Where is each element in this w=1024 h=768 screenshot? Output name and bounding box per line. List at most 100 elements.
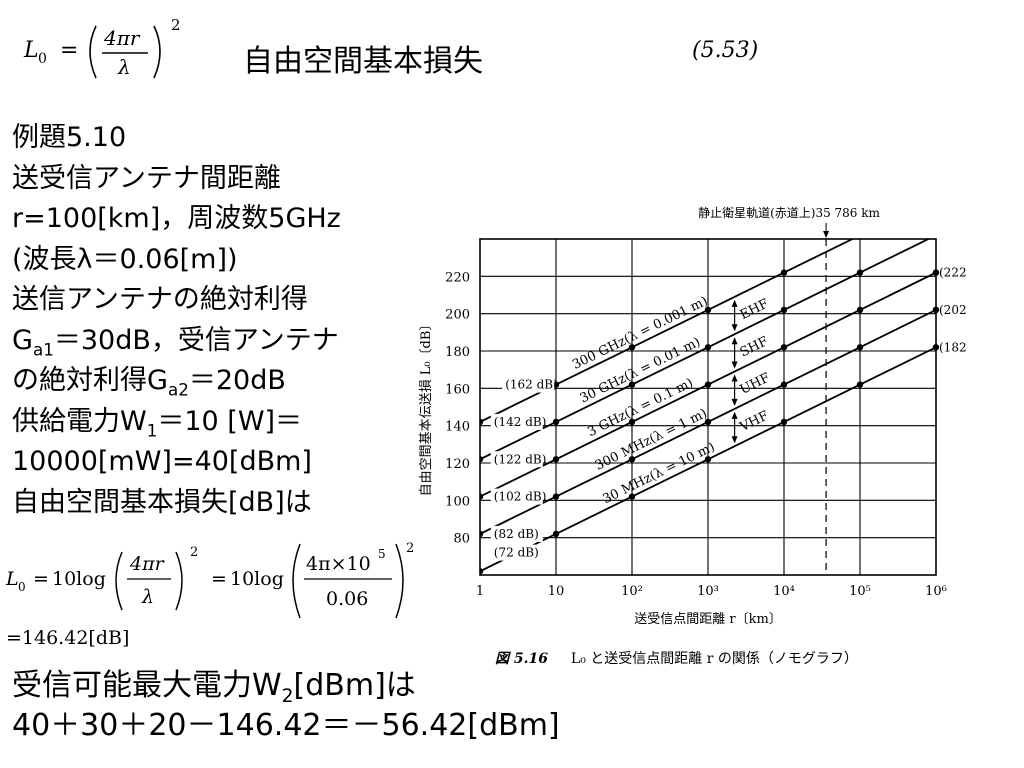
x-tick-label: 1 bbox=[476, 584, 484, 599]
band-arrowhead-up bbox=[731, 411, 738, 419]
loss-line: 自由空間基本損失[dB]は bbox=[12, 486, 312, 518]
y-tick-label: 100 bbox=[445, 494, 470, 509]
w2-symbol: 受信可能最大電力W bbox=[12, 668, 282, 703]
left-db-label: (142 dB) bbox=[494, 415, 547, 429]
y-tick-label: 80 bbox=[453, 532, 470, 547]
ga2-value: ＝20dB bbox=[188, 365, 286, 396]
series-point bbox=[552, 381, 560, 388]
x-tick-label: 10 bbox=[548, 584, 565, 599]
x-tick-label: 10³ bbox=[697, 584, 719, 599]
calc-lhs: L bbox=[6, 568, 19, 590]
w2-sub: 2 bbox=[281, 686, 294, 707]
series-point bbox=[856, 269, 864, 276]
figure-number: 図 5.16 bbox=[495, 651, 548, 667]
formula-paren-right bbox=[153, 25, 161, 79]
series-point bbox=[856, 381, 864, 388]
mw-line: 10000[mW]=40[dBm] bbox=[12, 446, 312, 477]
calc-paren-1-left bbox=[115, 551, 123, 611]
calc-paren-1-right bbox=[175, 551, 183, 611]
calculation-formula: L 0 = 10log 4πr λ 2 = 10log 4π×10 5 0.06… bbox=[5, 530, 416, 659]
y-tick-label: 200 bbox=[445, 308, 470, 323]
top-title: 自由空間基本損失 bbox=[243, 44, 483, 79]
example-text: 例題5.10 送受信アンテナ間距離 r=100[km]，周波数5GHz (波長λ… bbox=[12, 118, 341, 523]
w1-value: ＝10 [W]＝ bbox=[157, 405, 303, 437]
series-point bbox=[780, 381, 788, 388]
left-db-label: (122 dB) bbox=[494, 452, 547, 466]
series-point bbox=[628, 344, 636, 351]
series-point bbox=[628, 381, 636, 388]
result-text: 受信可能最大電力W2[dBm]は 40＋30＋20－146.42＝－56.42[… bbox=[12, 666, 560, 746]
left-db-label-bg bbox=[490, 525, 543, 542]
formula-num: 4πr bbox=[103, 26, 141, 50]
w1-line: 供給電力W1＝10 [W]＝ bbox=[12, 402, 341, 443]
x-tick-label: 10² bbox=[621, 584, 643, 599]
series-point bbox=[552, 418, 560, 426]
w2-unit: [dBm]は bbox=[293, 668, 416, 703]
calc-eq-1: = bbox=[33, 568, 49, 590]
series-point bbox=[628, 456, 636, 463]
series-point bbox=[780, 269, 788, 276]
calc-den-1: λ bbox=[141, 586, 154, 608]
w1-sub: 1 bbox=[146, 419, 158, 440]
series-point bbox=[704, 381, 712, 388]
left-db-label: (82 dB) bbox=[494, 527, 539, 541]
w1-symbol: 供給電力W bbox=[12, 405, 147, 437]
left-db-label: (102 dB) bbox=[494, 490, 547, 504]
formula-paren-left bbox=[89, 25, 97, 79]
x-tick-label: 10⁵ bbox=[849, 584, 871, 599]
series-point bbox=[704, 418, 712, 426]
formula-lhs: L bbox=[23, 38, 39, 63]
ga2-sub: a2 bbox=[167, 379, 189, 400]
band-arrowhead-up bbox=[731, 337, 738, 345]
calc-num-2: 4π×10 bbox=[306, 553, 371, 575]
result-line-1: 受信可能最大電力W2[dBm]は bbox=[12, 666, 560, 706]
formula-den: λ bbox=[117, 55, 131, 79]
x-tick-label: 10⁴ bbox=[773, 584, 795, 599]
x-tick-label: 10⁶ bbox=[925, 584, 947, 599]
series-point bbox=[552, 530, 560, 538]
right-db-label: (202 dB) bbox=[939, 303, 970, 317]
series-point bbox=[552, 493, 560, 500]
calc-eq-2: = bbox=[211, 568, 227, 590]
chart-annotations: 300 GHz(λ = 0.001 m)30 GHz(λ = 0.01 m)3 … bbox=[490, 205, 970, 575]
header-formula: L 0 = 4πr λ 2 bbox=[22, 14, 212, 84]
right-db-label: (222 dB) bbox=[939, 266, 970, 280]
series-label: 300 GHz(λ = 0.001 m) bbox=[570, 294, 710, 373]
calc-num-2-exp: 5 bbox=[378, 547, 386, 561]
band-arrowhead-down bbox=[731, 324, 738, 332]
geo-orbit-arrowhead bbox=[823, 231, 830, 238]
series-point bbox=[780, 306, 788, 314]
band-arrowhead-down bbox=[731, 436, 738, 444]
ga1-line: Ga1＝30dB，受信アンテナ bbox=[12, 321, 341, 362]
chart-series-group bbox=[480, 239, 936, 575]
calculation-svg: L 0 = 10log 4πr λ 2 = 10log 4π×10 5 0.06… bbox=[5, 541, 414, 649]
y-tick-label: 120 bbox=[445, 457, 470, 472]
calc-paren-2-right bbox=[395, 543, 404, 619]
y-axis-title: 自由空間基本伝送損 L₀〔dB〕 bbox=[419, 318, 434, 497]
formula-exp: 2 bbox=[171, 16, 181, 34]
example-line: r=100[km]，周波数5GHz bbox=[12, 203, 341, 234]
left-db-label-bg bbox=[490, 413, 543, 430]
series-point bbox=[856, 306, 864, 314]
x-axis-title: 送受信点間距離 r〔km〕 bbox=[634, 612, 782, 627]
chart-grid bbox=[480, 239, 936, 575]
example-line: (波長λ＝0.06[m]) bbox=[12, 243, 238, 275]
series-point bbox=[856, 344, 864, 351]
series-point bbox=[552, 456, 560, 463]
nomograph-chart: 1 10 10² 10³ 10⁴ 10⁵ 10⁶ 80 100 120 140 160 180 200 22… bbox=[419, 205, 970, 627]
formula-lhs-sub: 0 bbox=[38, 51, 47, 67]
series-point bbox=[704, 306, 712, 314]
series-point bbox=[704, 344, 712, 351]
figure-caption: 図 5.16 L₀ と送受信点間距離 r の関係（ノモグラフ） bbox=[495, 648, 858, 668]
band-arrowhead-up bbox=[731, 374, 738, 382]
right-db-label: (182 dB) bbox=[939, 340, 970, 354]
result-line-2: 40＋30＋20－146.42＝－56.42[dBm] bbox=[12, 708, 560, 743]
series-clip-group bbox=[480, 239, 936, 575]
series-point bbox=[628, 418, 636, 426]
left-db-label-bg bbox=[502, 376, 555, 393]
ga2-symbol: の絶対利得G bbox=[12, 365, 168, 396]
equation-number: (5.53) bbox=[692, 38, 759, 63]
series-point bbox=[780, 418, 788, 426]
series-point bbox=[628, 493, 636, 500]
example-line: 送信アンテナの絶対利得 bbox=[12, 284, 308, 315]
